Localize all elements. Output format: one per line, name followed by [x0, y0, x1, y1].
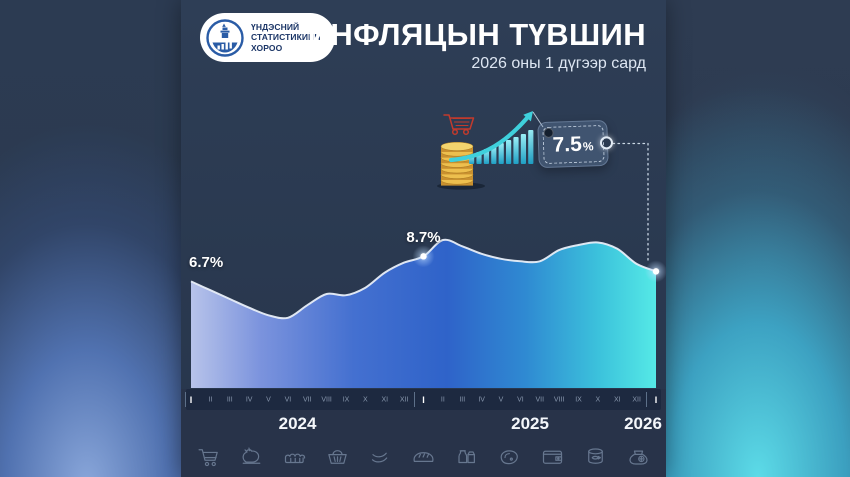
- eggs-icon: [284, 453, 306, 463]
- month-tick: XII: [632, 395, 641, 403]
- month-tick: IV: [245, 395, 253, 403]
- year-separator: [646, 392, 648, 407]
- month-tick: XII: [399, 395, 409, 403]
- logo-line-2: СТАТИСТИКИЙН: [251, 32, 321, 43]
- month-tick: XI: [613, 395, 621, 403]
- chart-annotation: 6.7%: [189, 254, 224, 272]
- shopping-cart-icon: [198, 448, 218, 466]
- blurred-left-background: [0, 0, 181, 477]
- month-tick: VIII: [553, 395, 565, 403]
- axis-left-edge: [184, 392, 186, 407]
- nso-emblem-icon: [206, 18, 244, 57]
- x-axis-band: I II III IV V VI VII VIII IX X XI XII I II III IV V VI VII…: [181, 389, 666, 410]
- coin-purse-icon: [629, 450, 648, 465]
- bottom-zone: I II III IV V VI VII VIII IX X XI XII I II III IV V VI VII…: [181, 389, 666, 477]
- month-tick: II: [208, 395, 213, 403]
- x-axis-band-bg: [186, 389, 661, 410]
- inflation-value-tag: 7.5%: [537, 119, 614, 169]
- month-tick: VI: [517, 395, 524, 403]
- month-tick: VIII: [321, 395, 332, 403]
- nso-logo: ҮНДЭСНИЙ СТАТИСТИКИЙН ХОРОО: [200, 13, 335, 62]
- tag-value: 7.5%: [552, 132, 594, 157]
- month-tick: I: [654, 394, 658, 405]
- year-separator: [413, 392, 415, 407]
- glow-dot: [645, 260, 666, 283]
- page-title: ИНФЛЯЦЫН ТҮВШИН: [307, 17, 646, 52]
- glow-dot: [412, 245, 435, 268]
- month-tick: I: [422, 394, 425, 405]
- coin-stack-icon: [440, 141, 474, 186]
- shopping-cart-red-icon: [443, 114, 475, 136]
- month-tick: X: [595, 395, 601, 403]
- logo-line-3: ХОРОО: [251, 42, 283, 53]
- month-tick: I: [189, 394, 193, 405]
- chart-annotation: 8.7%: [406, 229, 441, 247]
- dairy-icon: [458, 449, 475, 463]
- sausages-icon: [371, 452, 388, 462]
- growth-illustration: [437, 111, 534, 190]
- tag-percent-sign: %: [582, 138, 594, 154]
- month-tick: IV: [478, 395, 485, 403]
- area-fill: [191, 239, 656, 388]
- tag-number: 7.5: [552, 132, 583, 157]
- year-label: 2026: [624, 414, 662, 433]
- month-tick: V: [266, 395, 271, 403]
- bread-icon: [413, 451, 434, 462]
- blurred-right-background: [666, 0, 850, 477]
- wallet-icon: [542, 450, 563, 464]
- nso-logo-text: ҮНДЭСНИЙ СТАТИСТИКИЙН ХОРОО: [251, 22, 321, 54]
- year-label: 2025: [511, 414, 549, 433]
- canned-fish-icon: [588, 447, 603, 464]
- year-label: 2024: [278, 414, 317, 433]
- month-tick: VII: [535, 395, 545, 403]
- chicken-icon: [242, 447, 261, 464]
- month-tick: IX: [342, 395, 350, 403]
- growth-bars-icon: [469, 130, 534, 164]
- month-tick: III: [459, 395, 466, 403]
- month-tick: VI: [284, 395, 292, 403]
- month-tick: III: [226, 395, 233, 403]
- month-tick: XI: [381, 395, 389, 403]
- meat-steak-icon: [500, 449, 518, 464]
- food-basket-icons-row: [195, 442, 652, 470]
- grocery-basket-icon: [328, 449, 347, 464]
- inflation-area-chart: [190, 238, 666, 388]
- tag-hole-icon: [543, 127, 554, 139]
- month-tick: IX: [575, 395, 582, 403]
- month-tick: II: [440, 395, 445, 403]
- tag-connector-dot: [599, 136, 614, 150]
- logo-line-1: ҮНДЭСНИЙ: [251, 21, 300, 32]
- month-tick: VII: [302, 395, 312, 403]
- growth-arrow-icon: [448, 111, 533, 163]
- month-tick: V: [498, 395, 504, 403]
- data-point-dots: [412, 245, 666, 283]
- infographic-panel: ҮНДЭСНИЙ СТАТИСТИКИЙН ХОРОО ИНФЛЯЦЫН ТҮВ…: [181, 0, 666, 477]
- month-tick: X: [363, 395, 368, 403]
- page-subtitle: 2026 оны 1 дүгээр сард: [471, 55, 646, 72]
